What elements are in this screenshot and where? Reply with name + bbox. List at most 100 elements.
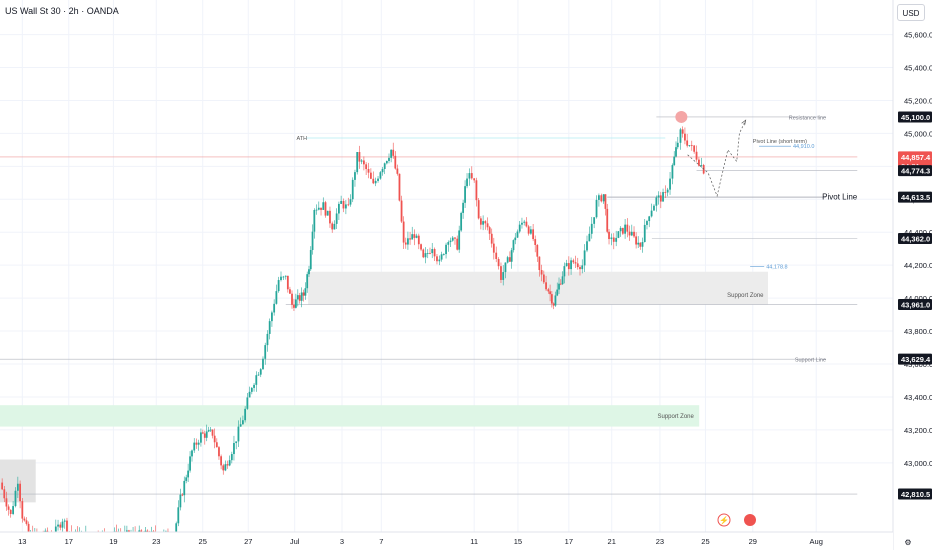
y-tick-label: 44,000.0: [904, 294, 932, 303]
x-tick-label: 15: [514, 537, 522, 546]
candle-body: [286, 275, 289, 290]
candle-body: [344, 204, 347, 209]
candle-body: [25, 520, 28, 524]
y-tick-label: 44,200.0: [904, 261, 932, 270]
candle-body: [424, 253, 427, 258]
candle-body: [369, 172, 372, 179]
price-label-bg: [898, 299, 932, 311]
x-tick-label: 17: [565, 537, 573, 546]
candle-body: [502, 272, 505, 280]
candle-body: [66, 520, 68, 532]
candle-body: [438, 259, 441, 262]
candle-body: [12, 506, 14, 514]
candle-body: [521, 222, 523, 225]
candle-body: [27, 523, 30, 535]
candle-body: [213, 435, 216, 443]
candle-body: [360, 160, 363, 162]
candle-body: [266, 333, 269, 346]
candle-body: [374, 180, 377, 184]
candle-body: [239, 424, 242, 427]
candle-body: [468, 173, 471, 179]
candle-body: [320, 207, 322, 210]
candle-body: [337, 203, 340, 214]
candle-body: [633, 231, 635, 237]
candle-body: [456, 238, 459, 250]
candle-body: [349, 199, 352, 205]
candle-body: [482, 221, 485, 225]
candle-body: [602, 194, 605, 202]
zone-label: Support Zone: [658, 414, 695, 420]
candle-body: [554, 295, 557, 306]
candle-body: [230, 454, 233, 461]
candle-body: [201, 432, 204, 434]
candle-body: [433, 249, 436, 257]
candle-body: [417, 235, 420, 245]
candle-body: [653, 205, 655, 211]
candle-body: [604, 194, 607, 209]
candle-body: [273, 303, 276, 313]
y-tick-label: 45,600.0: [904, 31, 932, 40]
candle-body: [621, 227, 624, 234]
currency-button[interactable]: USD: [897, 4, 925, 21]
candle-body: [313, 210, 316, 232]
candle-body: [431, 249, 434, 254]
candle-body: [506, 257, 509, 263]
candle-body: [383, 163, 386, 169]
candle-body: [224, 464, 227, 471]
candle-body: [641, 242, 644, 247]
candle-body: [445, 244, 447, 255]
candle-body: [385, 160, 388, 164]
candle-body: [191, 450, 193, 457]
x-tick-label: 19: [109, 537, 117, 546]
x-tick-label: 23: [152, 537, 160, 546]
candle-body: [442, 254, 445, 255]
price-label-bg: [898, 353, 932, 365]
candle-body: [586, 241, 588, 251]
candle-body: [579, 267, 581, 270]
candle-body: [608, 231, 610, 240]
candle-body: [407, 238, 409, 245]
candle-body: [253, 384, 255, 388]
x-tick-label: 25: [199, 537, 207, 546]
candle-body: [458, 230, 461, 250]
candle-body: [257, 374, 260, 376]
candle-body: [549, 291, 551, 295]
candle-body: [684, 133, 686, 141]
candle-body: [235, 441, 238, 444]
candle-body: [306, 274, 309, 289]
candle-body: [512, 240, 515, 251]
candle-body: [14, 490, 17, 507]
x-tick-label: 27: [244, 537, 252, 546]
candle-body: [681, 129, 684, 134]
candle-body: [666, 189, 669, 193]
candle-body: [396, 168, 399, 174]
candle-body: [462, 202, 465, 213]
candle-body: [671, 165, 674, 179]
candle-body: [183, 480, 186, 496]
candle-body: [484, 221, 487, 224]
candle-body: [282, 276, 285, 278]
projection-arrow: [741, 119, 747, 126]
candle-body: [527, 226, 530, 234]
candle-body: [1, 482, 4, 490]
candle-body: [514, 237, 517, 241]
candle-body: [335, 213, 338, 224]
candle-body: [331, 223, 334, 230]
candle-body: [233, 443, 235, 455]
candle-body: [447, 242, 450, 245]
candle-body: [547, 289, 550, 292]
candle-body: [488, 227, 491, 234]
candle-body: [510, 250, 513, 262]
candle-body: [470, 173, 473, 179]
candle-body: [322, 202, 325, 210]
x-tick-label: 23: [656, 537, 664, 546]
candle-body: [308, 269, 310, 275]
candle-body: [436, 256, 438, 262]
candle-body: [264, 345, 267, 359]
candle-body: [394, 155, 397, 169]
price-label: 44,857.4: [901, 153, 931, 162]
candle-body: [518, 224, 521, 232]
candle-body: [61, 521, 64, 528]
candle-body: [362, 160, 365, 165]
